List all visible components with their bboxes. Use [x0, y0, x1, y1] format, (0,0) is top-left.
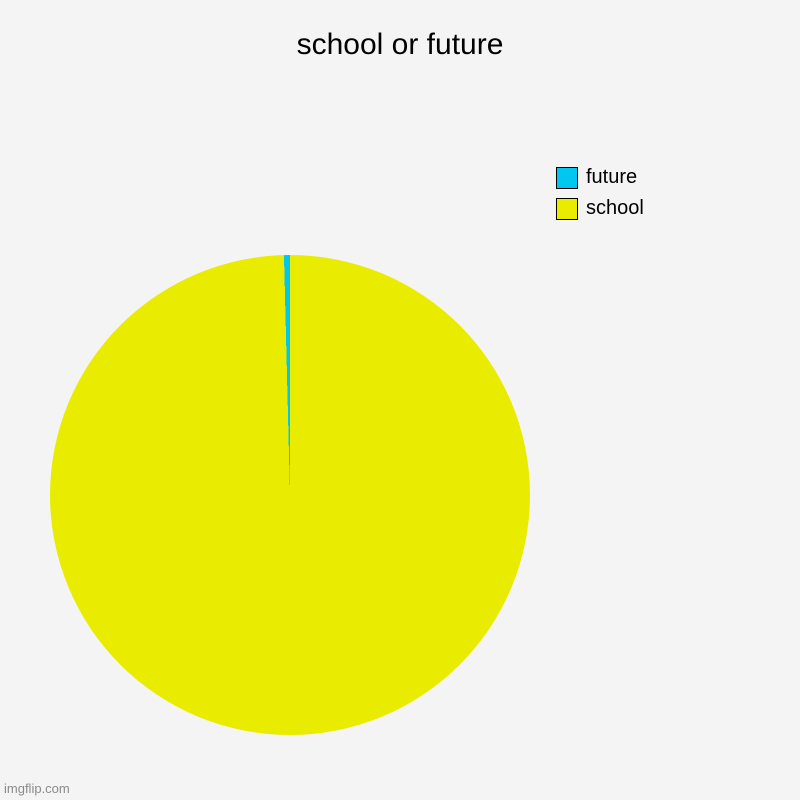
pie-chart [50, 255, 530, 735]
legend-label-school: school [586, 197, 644, 220]
watermark: imgflip.com [4, 781, 70, 796]
pie-body [50, 255, 530, 735]
legend-label-future: future [586, 166, 637, 189]
legend-item-school: school [556, 197, 644, 220]
legend: future school [556, 166, 644, 228]
legend-item-future: future [556, 166, 644, 189]
legend-swatch-future [556, 167, 578, 189]
legend-swatch-school [556, 198, 578, 220]
chart-title: school or future [0, 28, 800, 62]
